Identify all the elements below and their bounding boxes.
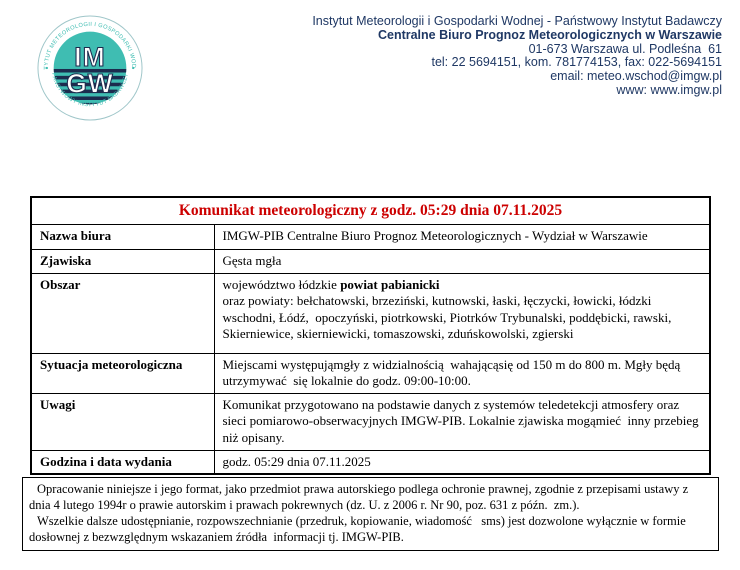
row-value: godz. 05:29 dnia 07.11.2025 [213,449,711,475]
row-value: województwo łódzkie powiat pabianicki or… [213,272,711,354]
table-row-obszar: Obszar województwo łódzkie powiat pabian… [30,272,711,354]
obszar-line2: oraz powiaty: bełchatowski, brzeziński, … [222,293,672,342]
logo-letters-gw: GW [66,69,114,99]
table-row-godzina: Godzina i data wydania godz. 05:29 dnia … [30,449,711,475]
row-label: Sytuacja meteorologiczna [30,352,215,394]
phone-line: tel: 22 5694151, kom. 781774153, fax: 02… [431,55,722,70]
table-row-sytuacja: Sytuacja meteorologiczna Miejscami wystę… [30,352,711,394]
row-value: Komunikat przygotowano na podstawie dany… [213,392,711,451]
obszar-line1: województwo łódzkie powiat pabianicki [222,276,440,292]
table-row-uwagi: Uwagi Komunikat przygotowano na podstawi… [30,392,711,451]
copyright-box: Opracowanie niniejsze i jego format, jak… [22,477,719,551]
row-value: Miejscami występująmgły z widzialnością … [213,352,711,394]
email-line: email: meteo.wschod@imgw.pl [550,69,722,84]
logo-stripes [53,68,127,105]
logo-separator-dot-right [132,66,135,70]
address-line: 01-673 Warszawa ul. Podleśna 61 [528,41,722,56]
row-label: Zjawiska [30,248,215,274]
copyright-para-2: Wszelkie dalsze udostępnianie, rozpowsze… [29,514,686,544]
copyright-para-1: Opracowanie niniejsze i jego format, jak… [29,482,689,512]
table-row-nazwa-biura: Nazwa biura IMGW-PIB Centralne Biuro Pro… [30,223,711,250]
table-title-row: Komunikat meteorologiczny z godz. 05:29 … [30,196,711,225]
letterhead: Instytut Meteorologii i Gospodarki Wodne… [312,14,722,98]
org-name-line: Instytut Meteorologii i Gospodarki Wodne… [312,14,722,28]
row-value: Gęsta mgła [213,248,711,274]
row-label: Obszar [30,272,215,354]
logo-letters-im: IM [74,42,105,72]
imgw-logo: IM GW INSTYTUT METEOROLOGII I GOSPODARKI… [36,14,143,121]
row-label: Nazwa biura [30,223,215,250]
communique-title: Komunikat meteorologiczny z godz. 05:29 … [30,196,711,225]
communique-table: Komunikat meteorologiczny z godz. 05:29 … [30,196,711,476]
row-label: Uwagi [30,392,215,451]
row-label: Godzina i data wydania [30,449,215,475]
bureau-name-line: Centralne Biuro Prognoz Meteorologicznyc… [377,27,722,42]
website-line: www: www.imgw.pl [616,82,722,97]
obszar-powiat-bold: powiat pabianicki [340,276,440,292]
logo-separator-dot-left [45,66,48,70]
row-value: IMGW-PIB Centralne Biuro Prognoz Meteoro… [213,223,711,250]
table-row-zjawiska: Zjawiska Gęsta mgła [30,248,711,274]
